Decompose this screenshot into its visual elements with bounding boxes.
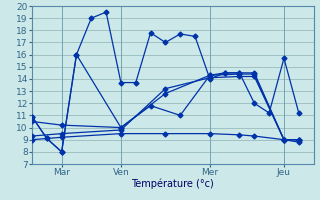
- X-axis label: Température (°c): Température (°c): [132, 179, 214, 189]
